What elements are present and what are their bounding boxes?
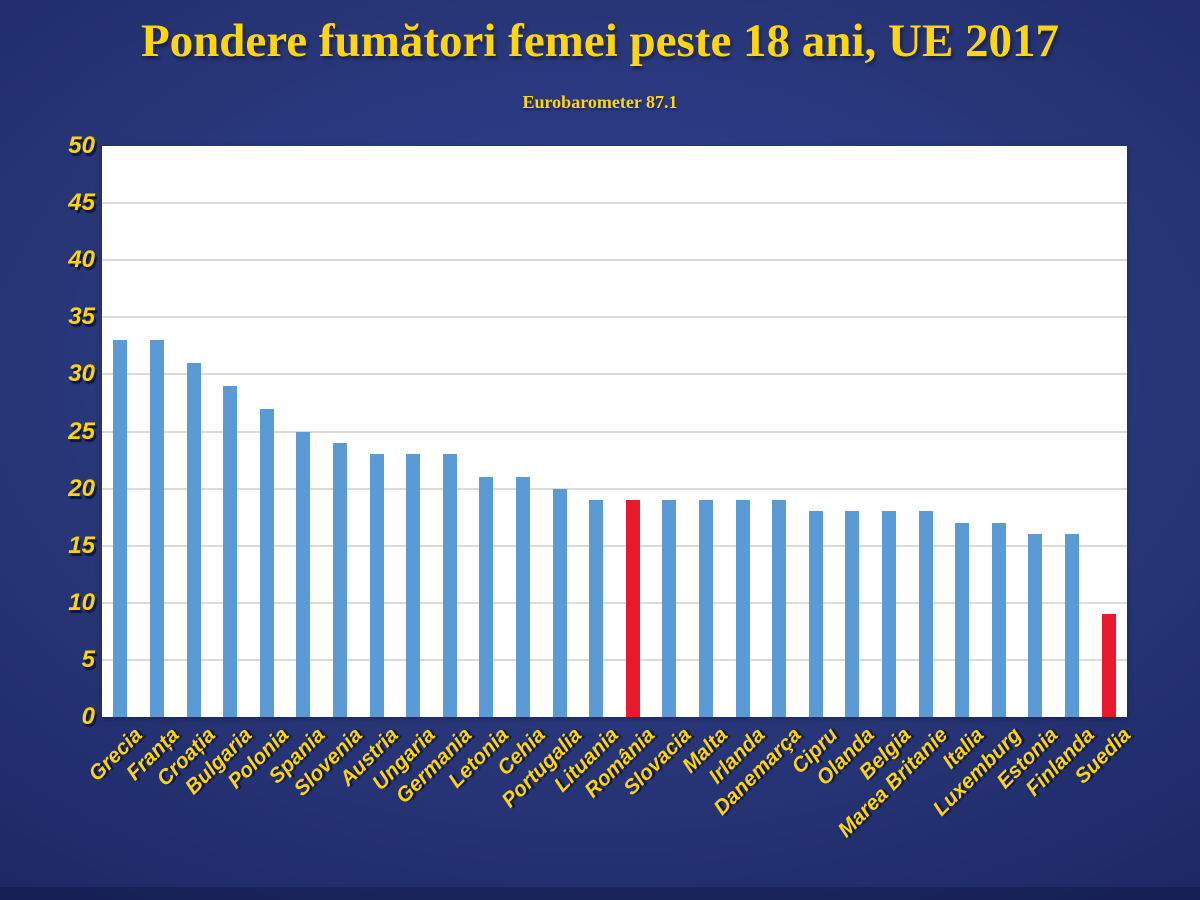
bar-austria xyxy=(369,454,384,717)
gridline-10 xyxy=(102,601,1127,604)
plot-area xyxy=(102,146,1127,717)
gridline-5 xyxy=(102,658,1127,661)
y-tick-label-10: 10 xyxy=(68,588,95,616)
bar-portugalia xyxy=(552,488,567,717)
bar-slovacia xyxy=(662,500,677,717)
bar-ungaria xyxy=(406,454,421,717)
bar-germania xyxy=(442,454,457,717)
bar-grecia xyxy=(113,340,128,717)
bar-cipru xyxy=(808,511,823,717)
bar-croatia xyxy=(186,362,201,717)
bar-italia xyxy=(955,522,970,717)
gridline-20 xyxy=(102,487,1127,490)
bar-finlanda xyxy=(1065,534,1080,717)
y-tick-label-5: 5 xyxy=(81,645,95,673)
bar-marea-britanie xyxy=(918,511,933,717)
y-tick-label-20: 20 xyxy=(68,474,95,502)
bar-cehia xyxy=(515,477,530,717)
chart-title: Pondere fumători femei peste 18 ani, UE … xyxy=(140,15,1060,67)
bar-slovenia xyxy=(332,442,347,717)
y-tick-label-50: 50 xyxy=(68,132,95,159)
y-tick-label-15: 15 xyxy=(68,531,95,559)
bar-polonia xyxy=(259,408,274,717)
gridline-30 xyxy=(102,373,1127,376)
bar-suedia xyxy=(1101,614,1116,717)
y-tick-label-30: 30 xyxy=(68,360,95,388)
y-tick-label-45: 45 xyxy=(68,189,95,217)
gridline-40 xyxy=(102,259,1127,262)
bar-spania xyxy=(296,431,311,717)
y-tick-label-40: 40 xyxy=(68,246,95,274)
bar-letonia xyxy=(479,477,494,717)
bar-bulgaria xyxy=(223,385,238,717)
bar-estonia xyxy=(1028,534,1043,717)
y-tick-label-35: 35 xyxy=(68,303,95,331)
bar-danemarca xyxy=(772,500,787,717)
gridline-15 xyxy=(102,544,1127,547)
y-tick-label-0: 0 xyxy=(81,703,95,730)
bar-franta xyxy=(149,340,164,717)
chart-subtitle: Eurobarometer 87.1 xyxy=(522,92,678,112)
bar-lituania xyxy=(589,500,604,717)
gridline-35 xyxy=(102,316,1127,319)
gridline-25 xyxy=(102,430,1127,433)
gridline-45 xyxy=(102,202,1127,205)
bar-belgia xyxy=(882,511,897,717)
bottom-shade-strip xyxy=(0,887,1200,900)
y-tick-label-25: 25 xyxy=(68,417,95,445)
bar-romania xyxy=(625,500,640,717)
bar-irlanda xyxy=(735,500,750,717)
bar-olanda xyxy=(845,511,860,717)
bar-malta xyxy=(699,500,714,717)
bar-luxemburg xyxy=(991,522,1006,717)
